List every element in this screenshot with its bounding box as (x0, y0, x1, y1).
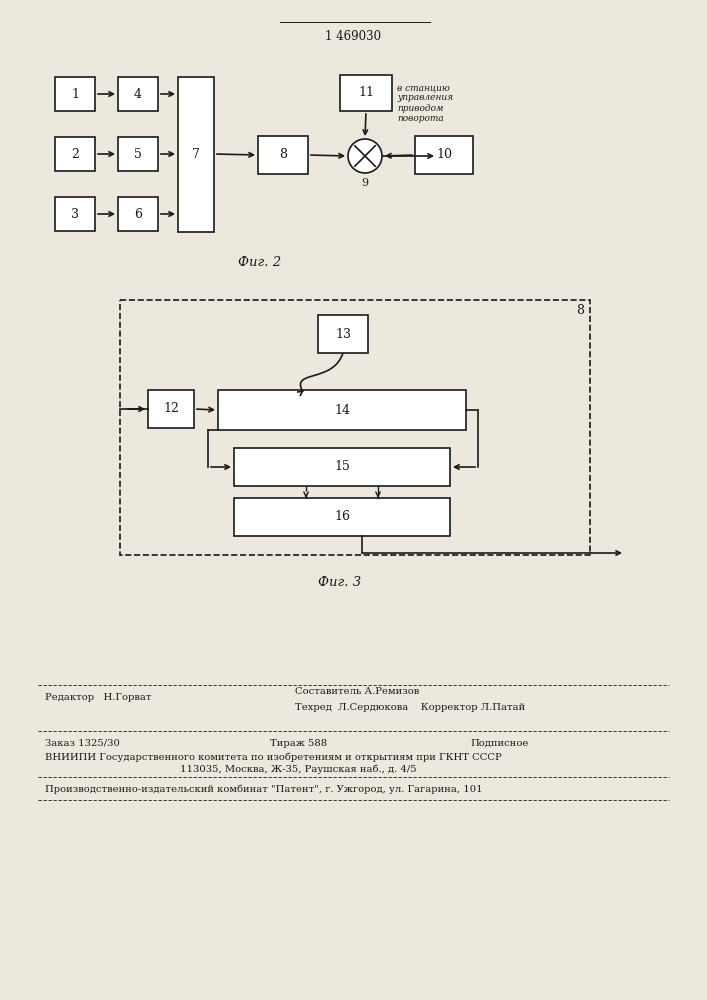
Text: 8: 8 (279, 148, 287, 161)
Text: Производственно-издательский комбинат "Патент", г. Ужгород, ул. Гагарина, 101: Производственно-издательский комбинат "П… (45, 784, 483, 794)
Text: 5: 5 (134, 147, 142, 160)
Text: 8: 8 (576, 304, 584, 316)
Bar (55, 77, 95, 111)
Text: ВНИИПИ Государственного комитета по изобретениям и открытиям при ГКНТ СССР: ВНИИПИ Государственного комитета по изоб… (45, 752, 502, 762)
Text: 10: 10 (436, 148, 452, 161)
Bar (120, 300, 590, 555)
Bar (55, 197, 95, 231)
Text: 3: 3 (71, 208, 79, 221)
Text: Фиг. 2: Фиг. 2 (238, 256, 281, 269)
Text: 6: 6 (134, 208, 142, 221)
Bar (318, 315, 368, 353)
Bar (148, 390, 194, 428)
Bar (218, 390, 466, 430)
Text: 16: 16 (334, 510, 350, 524)
Text: Подписное: Подписное (470, 738, 528, 748)
Bar (118, 77, 158, 111)
Circle shape (348, 139, 382, 173)
Text: 113035, Москва, Ж-35, Раушская наб., д. 4/5: 113035, Москва, Ж-35, Раушская наб., д. … (180, 764, 416, 774)
Bar (234, 448, 450, 486)
Text: 15: 15 (334, 460, 350, 474)
Bar (340, 75, 392, 111)
Text: Фиг. 3: Фиг. 3 (318, 576, 361, 589)
Bar (415, 136, 473, 174)
Text: 13: 13 (335, 328, 351, 340)
Text: 1 469030: 1 469030 (325, 30, 381, 43)
Text: Тираж 588: Тираж 588 (270, 738, 327, 748)
Text: в станцию
управления
приводом
поворота: в станцию управления приводом поворота (397, 83, 453, 123)
Text: Техред  Л.Сердюкова    Корректор Л.Патай: Техред Л.Сердюкова Корректор Л.Патай (295, 702, 525, 712)
Text: 11: 11 (358, 87, 374, 100)
Text: 7: 7 (192, 148, 200, 161)
Bar (234, 498, 450, 536)
Bar (258, 136, 308, 174)
Text: 12: 12 (163, 402, 179, 416)
Bar (118, 197, 158, 231)
Text: Составитель А.Ремизов: Составитель А.Ремизов (295, 686, 419, 696)
Text: Заказ 1325/30: Заказ 1325/30 (45, 738, 120, 748)
Text: 1: 1 (71, 88, 79, 101)
Text: Редактор   Н.Горват: Редактор Н.Горват (45, 692, 151, 702)
Bar (118, 137, 158, 171)
Text: 4: 4 (134, 88, 142, 101)
Bar (178, 77, 214, 232)
Text: 14: 14 (334, 403, 350, 416)
Text: 2: 2 (71, 147, 79, 160)
Text: 9: 9 (361, 178, 368, 188)
Bar (55, 137, 95, 171)
